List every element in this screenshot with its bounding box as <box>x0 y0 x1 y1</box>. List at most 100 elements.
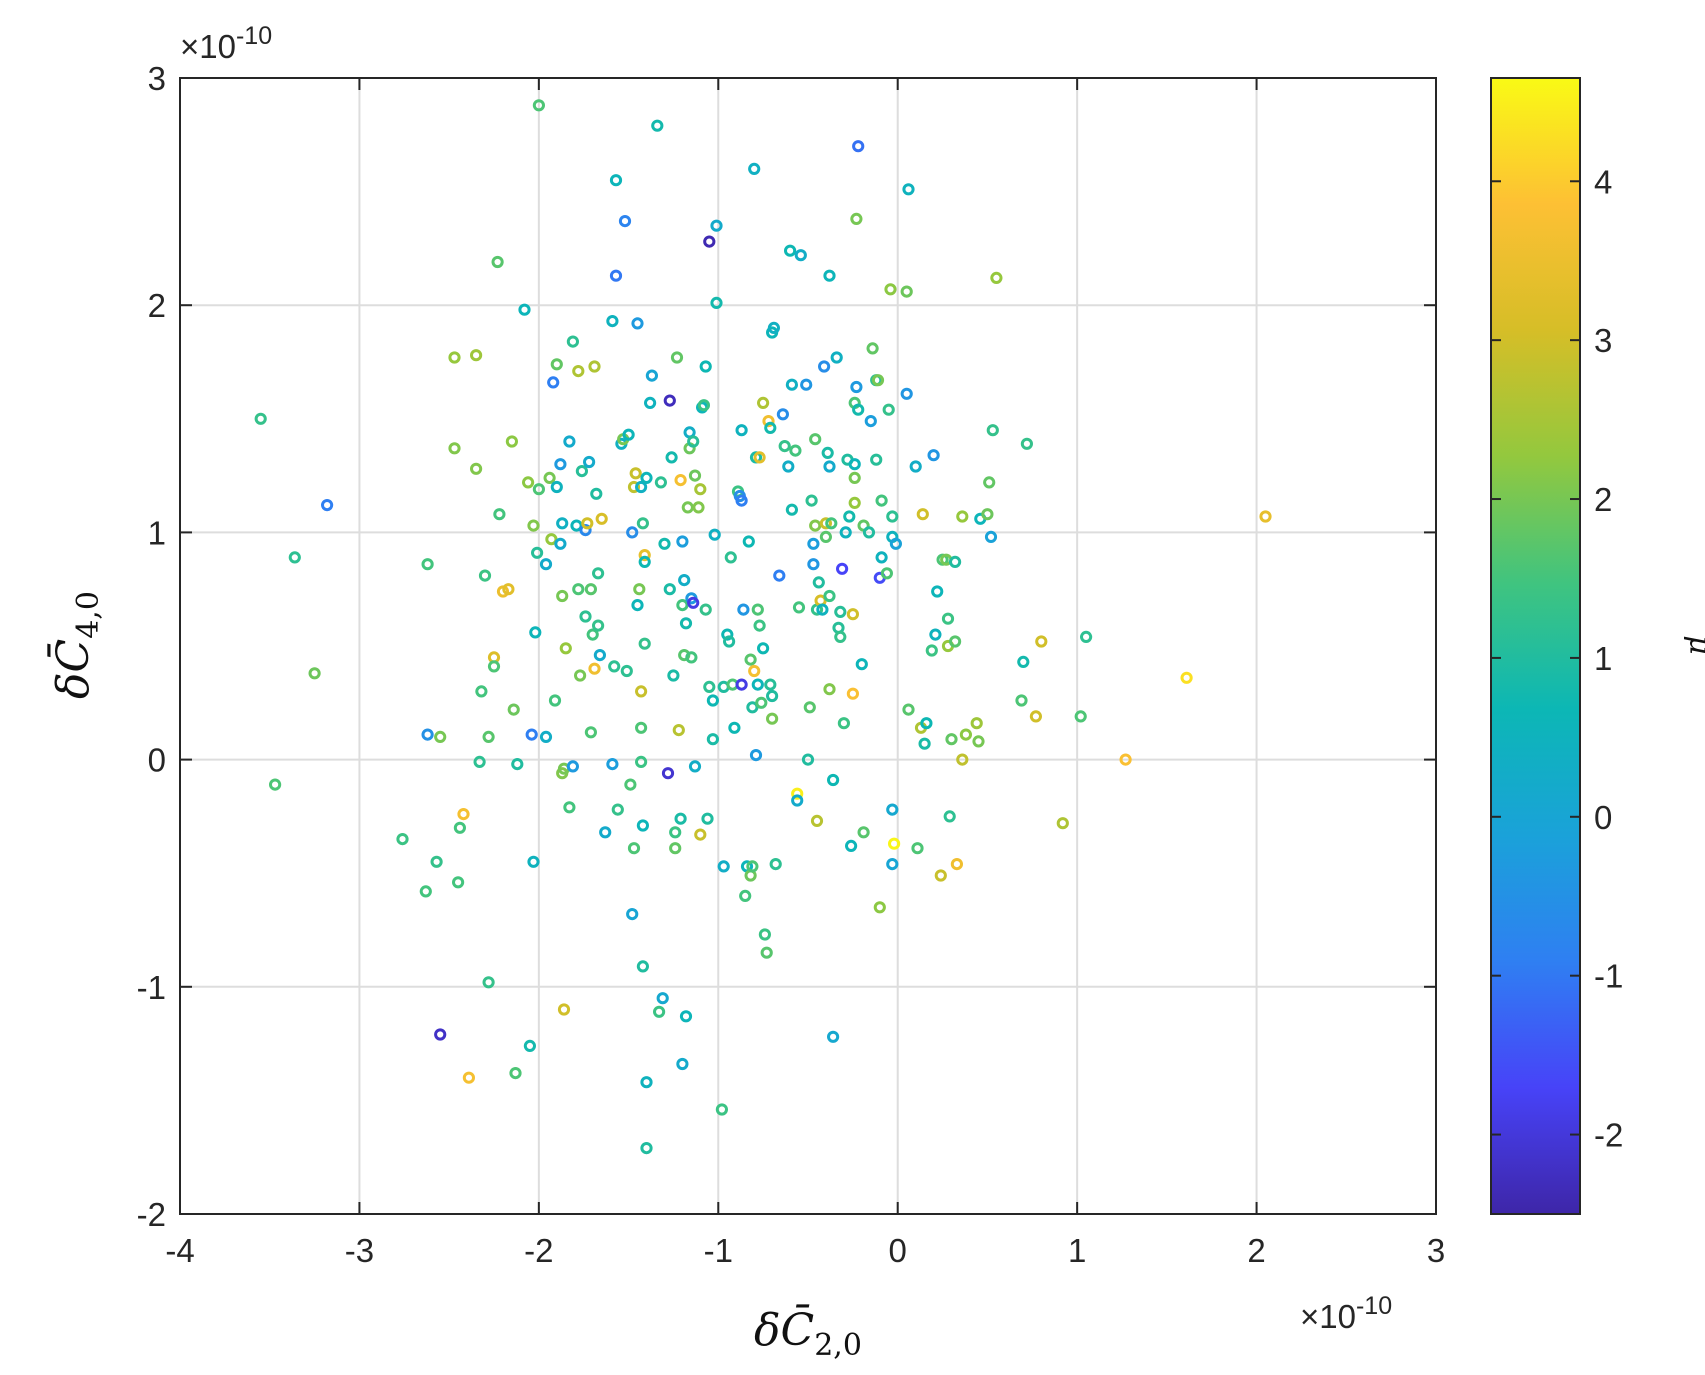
data-point <box>457 808 470 821</box>
data-point <box>421 558 434 571</box>
data-point <box>554 458 567 471</box>
data-point <box>751 603 764 616</box>
data-point <box>448 351 461 364</box>
data-point <box>631 599 644 612</box>
data-point <box>886 858 899 871</box>
data-point <box>572 365 585 378</box>
data-point <box>645 369 659 382</box>
data-point <box>627 842 641 855</box>
data-point <box>843 510 856 523</box>
y-tick-label: -1 <box>137 969 166 1006</box>
data-point <box>701 812 714 825</box>
data-point <box>818 360 831 373</box>
data-point <box>1074 710 1087 723</box>
x-tick-label: -2 <box>524 1232 553 1269</box>
data-point <box>710 296 723 309</box>
data-point <box>620 664 633 678</box>
data-point <box>697 399 711 412</box>
data-point <box>708 528 721 541</box>
data-point <box>983 476 996 489</box>
data-point <box>773 569 786 582</box>
data-point <box>606 758 619 771</box>
data-point <box>635 480 648 494</box>
data-point <box>636 960 650 973</box>
data-point <box>532 483 546 496</box>
data-point <box>688 469 702 482</box>
data-point <box>791 787 804 800</box>
data-point <box>593 649 607 662</box>
data-point <box>766 712 779 725</box>
data-point <box>735 678 748 691</box>
data-point <box>644 396 657 409</box>
data-point <box>434 730 447 744</box>
data-point <box>661 767 675 780</box>
data-point <box>421 728 434 741</box>
data-point <box>475 685 488 698</box>
data-point <box>482 730 495 744</box>
data-point <box>981 508 994 521</box>
data-point <box>785 378 799 391</box>
data-point <box>608 660 621 673</box>
data-point <box>909 460 922 473</box>
data-point <box>563 435 576 448</box>
colorbar-tick-label: -2 <box>1594 1117 1623 1154</box>
data-point <box>721 628 734 641</box>
y-tick-label: 3 <box>148 60 166 97</box>
data-point <box>706 694 720 707</box>
data-point <box>556 589 569 603</box>
data-point <box>633 583 646 596</box>
data-point <box>823 460 836 473</box>
data-point <box>837 717 851 730</box>
data-point <box>694 483 707 496</box>
x-tick-label: 1 <box>1068 1232 1086 1269</box>
data-point <box>819 517 833 530</box>
data-point <box>692 501 705 514</box>
x-tick-label: -3 <box>345 1232 374 1269</box>
data-point <box>509 1067 522 1080</box>
x-tick-label: 3 <box>1427 1232 1445 1269</box>
data-point <box>827 1030 840 1043</box>
data-point <box>638 637 651 650</box>
data-point <box>631 317 644 330</box>
data-point <box>669 826 682 839</box>
data-point <box>807 558 820 571</box>
data-points <box>254 99 1272 1155</box>
data-point <box>522 476 535 489</box>
data-point <box>308 667 321 680</box>
data-point <box>588 662 601 675</box>
data-point <box>550 358 563 371</box>
data-point <box>487 660 501 673</box>
data-point <box>852 403 865 416</box>
data-point <box>584 583 598 596</box>
data-point <box>627 480 641 494</box>
data-point <box>419 885 432 898</box>
data-point <box>1119 753 1132 766</box>
data-point <box>823 589 836 603</box>
data-point <box>523 1039 537 1053</box>
data-point <box>776 408 790 421</box>
data-point <box>559 642 572 655</box>
data-point <box>539 730 553 744</box>
data-point <box>812 576 825 589</box>
data-point <box>809 519 822 532</box>
data-point <box>870 453 883 466</box>
data-point <box>674 474 687 487</box>
data-point <box>694 828 707 841</box>
data-point <box>871 374 885 387</box>
data-point <box>956 753 969 766</box>
data-point <box>990 271 1003 284</box>
data-point <box>882 403 895 416</box>
colorbar-tick-label: 2 <box>1594 481 1612 518</box>
data-point <box>269 778 282 791</box>
data-point <box>527 519 540 532</box>
colorbar-tick-label: 3 <box>1594 322 1612 359</box>
data-point <box>875 494 888 507</box>
data-point <box>575 465 589 478</box>
y-axis-ticks: -2 -1 0 1 2 3 <box>137 60 1436 1233</box>
x-tick-label: -4 <box>165 1232 194 1269</box>
data-point <box>491 255 504 269</box>
data-point <box>505 435 518 448</box>
data-point <box>550 480 563 494</box>
data-point <box>663 583 676 596</box>
